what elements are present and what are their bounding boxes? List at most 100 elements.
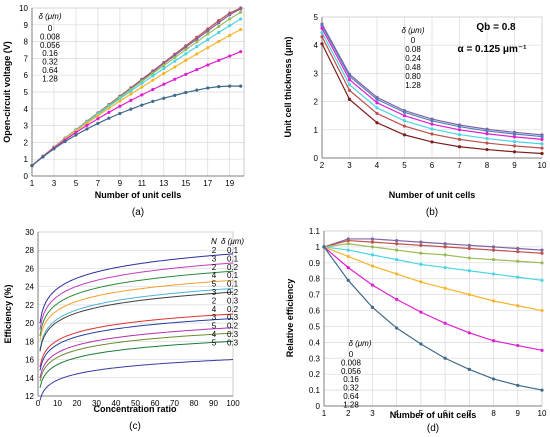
chart-d-data-point <box>516 246 520 251</box>
chart-d-data-point <box>395 297 399 302</box>
chart-c-legend-n: 5 <box>212 338 217 347</box>
chart-d-legend-entry: 0 <box>349 350 354 359</box>
chart-d-data-point <box>443 242 447 246</box>
chart-a-data-point <box>195 88 199 92</box>
chart-b-data-point <box>402 133 407 137</box>
chart-b-legend-entry: 0 <box>411 36 416 45</box>
chart-c-ytick-label: 24 <box>25 283 34 292</box>
chart-d-xtick-label: 7 <box>467 409 472 418</box>
chart-d-ytick-label: 0.4 <box>309 338 321 347</box>
chart-b-xtick-label: 9 <box>512 161 517 170</box>
chart-c-legend-d: 0.1 <box>227 246 239 255</box>
chart-d-ytick-label: 0.2 <box>309 370 321 379</box>
chart-b-data-point <box>375 121 379 125</box>
chart-c-ytick-label: 22 <box>25 301 34 310</box>
chart-d-data-point <box>516 259 520 263</box>
chart-d-data-point <box>322 245 326 249</box>
chart-a-data-point <box>217 85 221 89</box>
chart-d-data-point <box>516 343 520 348</box>
chart-d-data-point <box>419 342 423 346</box>
chart-a-xtick-label: 11 <box>138 179 147 188</box>
chart-b-xtick-label: 6 <box>430 161 435 170</box>
chart-d-series-line <box>323 238 543 251</box>
chart-c-legend-title-n: N <box>211 237 217 246</box>
chart-a-xtick-label: 1 <box>30 179 35 188</box>
chart-b-xtick-label: 7 <box>457 161 462 170</box>
chart-b-data-point <box>485 141 489 145</box>
chart-c-series-line <box>39 359 234 401</box>
chart-b-data-point <box>430 119 434 123</box>
chart-b-legend-entry: 1.28 <box>405 81 421 90</box>
chart-a-data-point <box>217 24 221 29</box>
chart-a-data-point <box>151 87 155 92</box>
chart-d-series-line <box>323 243 543 264</box>
chart-a-ytick-label: 10 <box>19 4 28 13</box>
chart-d-data-point <box>467 367 471 372</box>
chart-a-data-point <box>151 78 155 82</box>
chart-d-y-axis-title: Relative efficiency <box>285 279 295 358</box>
chart-a-data-point <box>206 86 210 90</box>
chart-a-ytick-label: 1 <box>24 155 29 164</box>
chart-b-ytick-label: 5 <box>314 13 319 22</box>
chart-a-data-point <box>107 110 111 114</box>
chart-b-data-point <box>430 132 434 136</box>
chart-b-data-point <box>540 146 544 150</box>
chart-c-legend-d: 0.2 <box>227 288 239 297</box>
chart-a-data-point <box>239 7 243 11</box>
chart-a-legend-entry: 0.32 <box>42 58 58 67</box>
chart-a-data-point <box>140 85 144 89</box>
chart-c-legend-n: 2 <box>212 296 217 305</box>
chart-a-data-point <box>206 32 210 36</box>
chart-a-data-point <box>173 93 177 97</box>
chart-b-data-point <box>347 88 352 92</box>
chart-b-ytick-label: 4 <box>314 41 319 50</box>
chart-d-data-point <box>540 308 544 313</box>
chart-a-data-point <box>107 106 111 110</box>
chart-d-data-point <box>395 248 399 252</box>
chart-b-data-point <box>402 110 407 114</box>
chart-a-data-point <box>228 17 232 21</box>
chart-c-legend-n: 4 <box>212 305 217 314</box>
chart-c-series-line <box>39 340 234 388</box>
chart-c-legend-d: 0.1 <box>227 254 239 263</box>
chart-c-legend-n: 5 <box>212 322 217 331</box>
chart-d-legend-entry: 0.008 <box>341 358 362 367</box>
chart-b-xtick-label: 10 <box>538 161 547 170</box>
chart-c-ytick-label: 30 <box>25 228 34 237</box>
chart-d-data-point <box>491 258 496 262</box>
chart-b-annotation-alpha: α = 0.125 μm⁻¹ <box>458 44 528 55</box>
chart-a-data-point <box>107 116 111 120</box>
chart-c-legend-n: 3 <box>212 254 217 263</box>
chart-d-data-point <box>467 256 471 260</box>
chart-a-data-point <box>118 111 122 116</box>
chart-d-data-point <box>443 286 447 290</box>
chart-a-data-point <box>151 71 155 75</box>
chart-b-data-point <box>485 129 489 133</box>
chart-a-data-point <box>195 37 199 41</box>
chart-a-data-point <box>118 97 122 101</box>
chart-a-data-point <box>85 123 89 128</box>
chart-a-ytick-label: 3 <box>24 122 29 131</box>
chart-a-data-point <box>118 104 122 108</box>
chart-a-legend-entry: 0.16 <box>42 49 58 58</box>
chart-a-data-point <box>173 55 177 60</box>
chart-a-data-point <box>206 29 210 33</box>
chart-d-xtick-label: 9 <box>516 409 521 418</box>
chart-d-series-line <box>323 246 543 281</box>
chart-d-data-point <box>467 269 471 273</box>
chart-b-caption: (b) <box>426 207 438 218</box>
chart-b-data-point <box>457 145 462 149</box>
chart-d-legend-entry: 0.32 <box>343 384 359 393</box>
chart-d-data-point <box>370 305 375 309</box>
chart-d-ytick-label: 0.1 <box>309 386 321 395</box>
chart-b-data-point <box>540 151 544 156</box>
chart-a-xtick-label: 17 <box>203 179 212 188</box>
chart-b-data-point <box>485 147 489 152</box>
chart-a-data-point <box>74 130 78 135</box>
chart-b-xtick-label: 5 <box>402 161 407 170</box>
chart-a-xtick-label: 3 <box>52 179 57 188</box>
chart-a-data-point <box>63 139 67 144</box>
chart-d-data-point <box>346 265 350 270</box>
chart-a-data-point <box>228 33 232 37</box>
